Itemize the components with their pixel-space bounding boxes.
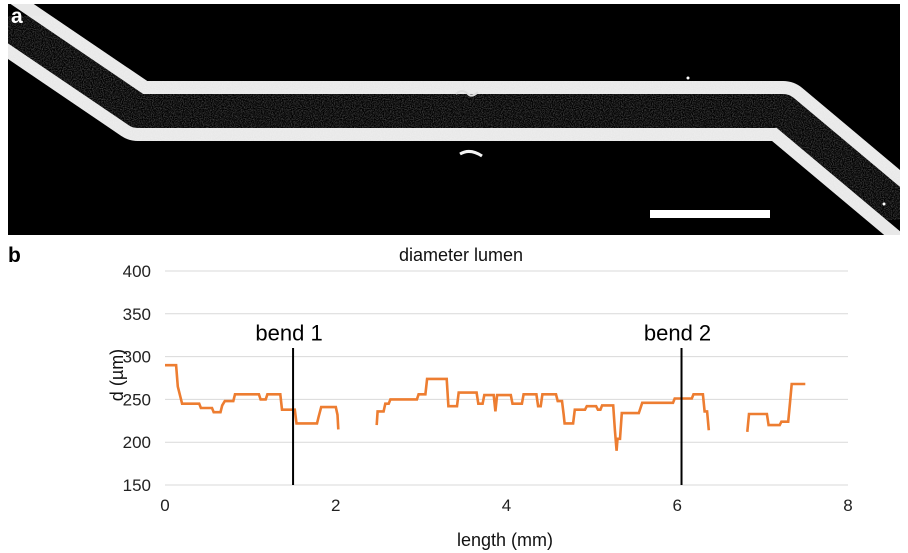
y-tick-label: 250 [123, 390, 151, 409]
x-tick-label: 2 [331, 496, 340, 515]
x-tick-label: 6 [673, 496, 682, 515]
x-axis-label: length (mm) [457, 530, 553, 550]
bend-markers: bend 1 bend 2 [255, 320, 711, 485]
micrograph-panel: a [8, 4, 900, 235]
y-tick-label: 200 [123, 433, 151, 452]
x-tick-label: 4 [502, 496, 511, 515]
x-axis-ticks: 0 2 4 6 8 [160, 496, 852, 515]
y-axis-ticks: 150 200 250 300 350 400 [123, 262, 151, 495]
y-tick-label: 150 [123, 476, 151, 495]
speck [686, 76, 690, 80]
diameter-series [165, 363, 806, 451]
diameter-line-segment [746, 382, 806, 433]
diameter-chart: b diameter lumen 150 200 250 300 350 400 0 2 4 6… [8, 244, 853, 550]
debris-mark [455, 90, 479, 97]
diameter-line-segment [375, 377, 711, 451]
diameter-line-segment [165, 363, 340, 430]
x-tick-label: 0 [160, 496, 169, 515]
gridlines [165, 270, 848, 486]
bend-label: bend 2 [644, 320, 711, 345]
channel-wall-texture [8, 4, 900, 235]
y-axis-label: d (µm) [107, 349, 127, 401]
y-tick-label: 300 [123, 348, 151, 367]
debris-mark-lower [459, 149, 483, 158]
panel-label-b: b [8, 244, 21, 267]
chart-title: diameter lumen [399, 245, 523, 265]
bend-label: bend 1 [255, 320, 322, 345]
speck [882, 202, 886, 206]
y-tick-label: 350 [123, 305, 151, 324]
panel-label-a: a [11, 5, 23, 28]
y-tick-label: 400 [123, 262, 151, 281]
x-tick-label: 8 [843, 496, 852, 515]
scale-bar [650, 210, 770, 218]
